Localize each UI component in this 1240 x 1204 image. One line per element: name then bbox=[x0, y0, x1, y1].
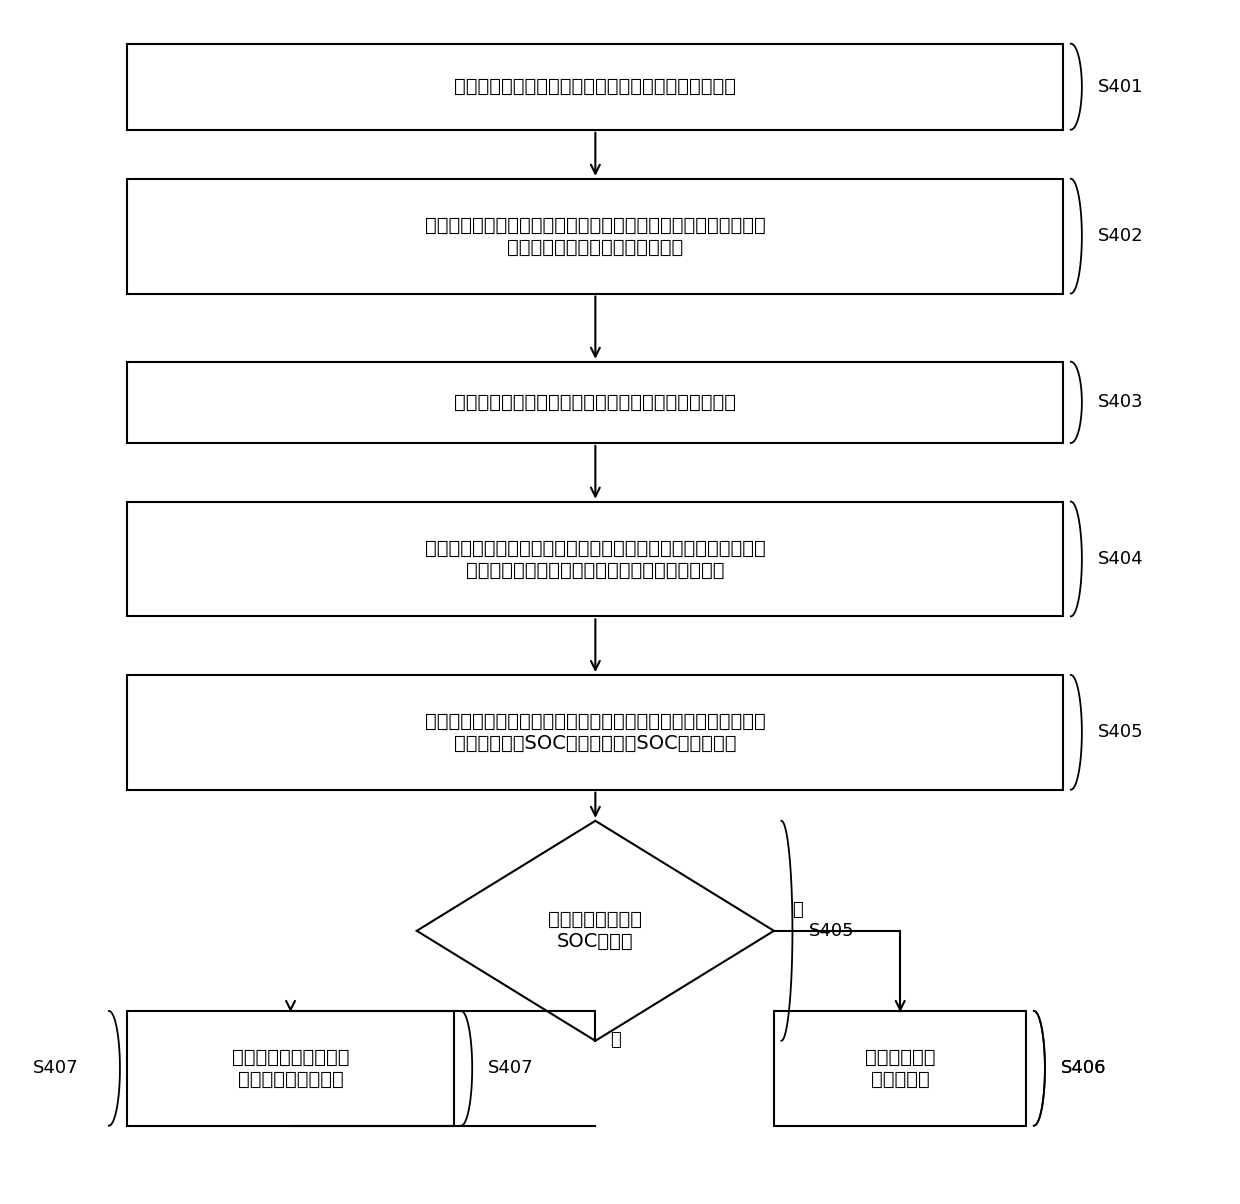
Text: S404: S404 bbox=[1097, 550, 1143, 568]
FancyBboxPatch shape bbox=[128, 43, 1064, 130]
Text: S401: S401 bbox=[1097, 78, 1143, 95]
Text: 是: 是 bbox=[792, 901, 804, 919]
FancyBboxPatch shape bbox=[128, 1011, 454, 1126]
Text: S405: S405 bbox=[808, 922, 854, 940]
Text: 当第三退役动力电池包的单体电压小于第一预设截止电压时，比较
在线电池组中SOC的极差和预设SOC差值的大小: 当第三退役动力电池包的单体电压小于第一预设截止电压时，比较 在线电池组中SOC的… bbox=[425, 712, 766, 752]
FancyBboxPatch shape bbox=[774, 1011, 1027, 1126]
Text: S405: S405 bbox=[1097, 724, 1143, 742]
Text: 根据电池信息判定出第三退役动力电池包，其中第三退役动力电池
包为在线电池组中单体电压最小的退役动力电池包: 根据电池信息判定出第三退役动力电池包，其中第三退役动力电池 包为在线电池组中单体… bbox=[425, 538, 766, 579]
Text: S403: S403 bbox=[1097, 394, 1143, 412]
Text: 否: 否 bbox=[610, 1032, 621, 1049]
Text: S406: S406 bbox=[1061, 1060, 1106, 1078]
Text: 极差小于所述预设
SOC差值？: 极差小于所述预设 SOC差值？ bbox=[548, 910, 642, 951]
FancyBboxPatch shape bbox=[128, 502, 1064, 616]
Text: S406: S406 bbox=[1061, 1060, 1106, 1078]
Text: 退役动力电池组中所有的在线退役动力电池包进行放电: 退役动力电池组中所有的在线退役动力电池包进行放电 bbox=[454, 393, 737, 412]
FancyBboxPatch shape bbox=[128, 178, 1064, 294]
Text: 当第一电池压差小于预设压差上限时，向离线退役动力电池包发出
闭合指令，使其内部的接触器闭合: 当第一电池压差小于预设压差上限时，向离线退役动力电池包发出 闭合指令，使其内部的… bbox=[425, 216, 766, 256]
Text: 根据电池信息得到离线退役动力电池包的第一电池压差: 根据电池信息得到离线退役动力电池包的第一电池压差 bbox=[454, 77, 737, 96]
Text: S402: S402 bbox=[1097, 228, 1143, 246]
Text: S407: S407 bbox=[32, 1060, 78, 1078]
Polygon shape bbox=[417, 821, 774, 1040]
FancyBboxPatch shape bbox=[128, 675, 1064, 790]
Text: S407: S407 bbox=[489, 1060, 534, 1078]
Text: 退役动力电池
组完成放电: 退役动力电池 组完成放电 bbox=[866, 1047, 935, 1088]
Text: 断开所述第三退役动力
电池包的内部接触器: 断开所述第三退役动力 电池包的内部接触器 bbox=[232, 1047, 350, 1088]
FancyBboxPatch shape bbox=[128, 361, 1064, 443]
